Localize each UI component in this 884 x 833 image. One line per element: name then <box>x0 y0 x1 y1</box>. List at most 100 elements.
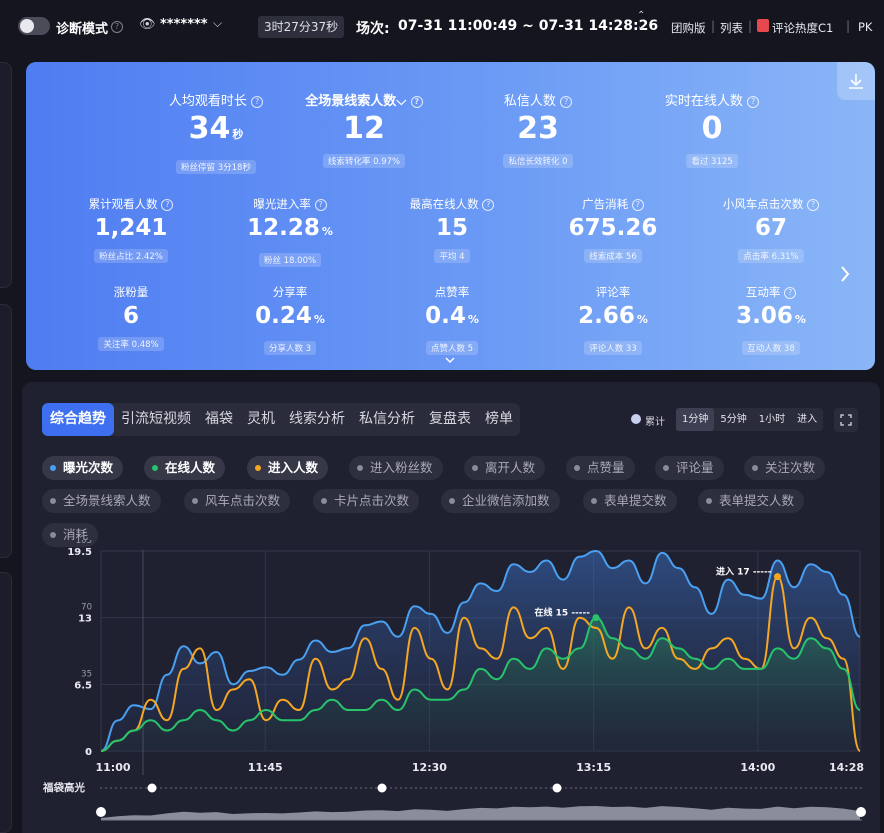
help-icon[interactable]: ? <box>747 95 760 108</box>
tab-lingji[interactable]: 灵机 <box>247 411 275 427</box>
chip-comments[interactable]: 评论量 <box>655 456 724 480</box>
metric-exposure-entry-rate[interactable]: 曝光进入率 ? 12.28% 粉丝 18.00% <box>215 196 365 267</box>
tab-overall-trend[interactable]: 综合趋势 <box>42 403 114 436</box>
entry-line <box>100 575 861 752</box>
metric-value: 675.26 <box>568 215 658 241</box>
cumulative-radio[interactable] <box>631 414 641 424</box>
chevron-right-icon[interactable] <box>838 264 852 284</box>
lucky-bag-marker[interactable] <box>377 783 387 793</box>
x-tick-label: 11:00 <box>95 761 130 774</box>
chip-card-clicks[interactable]: 卡片点击次数 <box>313 489 420 513</box>
metric-like-rate[interactable]: 点赞率 0.4% 点赞人数 5 <box>377 284 527 355</box>
comment-heat-link[interactable]: 评论热度C1 <box>772 21 834 35</box>
chip-entry[interactable]: 进入人数 <box>247 456 329 480</box>
help-icon[interactable]: ? <box>560 95 573 108</box>
tab-lead-analysis[interactable]: 线索分析 <box>289 411 345 427</box>
help-icon[interactable]: ? <box>161 198 174 211</box>
help-icon[interactable]: ? <box>111 21 123 33</box>
metric-total-viewers[interactable]: 累计观看人数 ? 1,241 粉丝占比 2.42% <box>56 196 206 263</box>
metric-peak-online[interactable]: 最高在线人数 ? 15 平均 4 <box>377 196 527 263</box>
metric-avg-watch-time[interactable]: 人均观看时长 ? 34 秒 粉丝停留 3分18秒 <box>116 90 316 174</box>
metric-share-rate[interactable]: 分享率 0.24% 分享人数 3 <box>215 284 365 355</box>
metric-interaction-rate[interactable]: 互动率 ? 3.06% 互动人数 38 <box>696 284 846 355</box>
metric-sub: 看过 3125 <box>686 154 738 168</box>
metric-private-messages[interactable]: 私信人数 ? 23 私信长效转化 0 <box>438 90 638 168</box>
metric-comment-rate[interactable]: 评论率 2.66% 评论人数 33 <box>538 284 688 355</box>
chip-cost[interactable]: 消耗 <box>42 523 99 547</box>
chip-label: 进入人数 <box>268 460 319 475</box>
metric-leads[interactable]: 全场景线索人数⌵ ? 12 线索转化率 0.97% <box>264 90 464 168</box>
pk-link[interactable]: PK <box>858 20 873 34</box>
chevron-down-icon[interactable]: ⌵ <box>213 16 223 30</box>
chip-label: 进入粉丝数 <box>370 460 433 475</box>
metric-value: 3.06 <box>736 303 793 329</box>
legend-dot <box>472 464 478 471</box>
list-link[interactable]: 列表 <box>720 21 743 35</box>
metric-sub: 线索成本 56 <box>584 249 642 263</box>
help-icon[interactable]: ? <box>631 198 644 211</box>
metric-sub: 互动人数 38 <box>742 341 800 355</box>
chip-all-leads[interactable]: 全场景线索人数 <box>42 489 161 513</box>
chip-label: 企业微信添加数 <box>462 493 550 508</box>
chip-fan-entry[interactable]: 进入粉丝数 <box>349 456 443 480</box>
chip-online[interactable]: 在线人数 <box>144 456 226 480</box>
online-area <box>101 617 860 751</box>
fullscreen-icon <box>840 414 852 426</box>
diagnosis-toggle[interactable] <box>18 17 50 35</box>
help-icon[interactable]: ? <box>251 95 264 108</box>
tab-review-table[interactable]: 复盘表 <box>429 411 471 427</box>
metric-value: 0 <box>701 111 723 146</box>
tab-ranking[interactable]: 榜单 <box>485 411 513 427</box>
chip-form-submits[interactable]: 表单提交数 <box>583 489 677 513</box>
help-icon[interactable]: ? <box>410 95 423 108</box>
cumulative-label: 累计 <box>645 417 665 428</box>
chevron-down-icon[interactable]: ⌵ <box>396 94 407 109</box>
brush-handle-left[interactable] <box>96 807 106 817</box>
tab-lucky-bag[interactable]: 福袋 <box>205 411 233 427</box>
chip-follows[interactable]: 关注次数 <box>744 456 826 480</box>
trend-chart[interactable]: 11:00 11:45 12:30 13:15 14:00 14:280357010506… <box>0 540 884 833</box>
help-icon[interactable]: ? <box>314 198 327 211</box>
download-button[interactable] <box>837 62 875 100</box>
interval-5min[interactable]: 5分钟 <box>720 414 747 425</box>
lucky-bag-marker[interactable] <box>552 783 562 793</box>
metric-sub: 粉丝占比 2.42% <box>94 249 168 263</box>
interval-1min[interactable]: 1分钟 <box>676 408 715 431</box>
chip-form-submitters[interactable]: 表单提交人数 <box>698 489 805 513</box>
help-icon[interactable]: ? <box>784 286 797 299</box>
brush-handle-right[interactable] <box>856 807 866 817</box>
metric-new-followers[interactable]: 涨粉量 6 关注率 0.48% <box>56 284 206 351</box>
chart-axes: 11:00 11:45 12:30 13:15 14:00 14:280357010506… <box>67 540 864 774</box>
eye-icon[interactable]: 👁 <box>139 17 156 32</box>
help-icon[interactable]: ? <box>807 198 820 211</box>
chip-leave[interactable]: 离开人数 <box>464 456 546 480</box>
chip-label: 表单提交人数 <box>719 493 795 508</box>
help-icon[interactable]: ? <box>482 198 495 211</box>
metric-ad-spend[interactable]: 广告消耗 ? 675.26 线索成本 56 <box>538 196 688 263</box>
chip-exposure[interactable]: 曝光次数 <box>42 456 124 480</box>
chip-wechat-adds[interactable]: 企业微信添加数 <box>441 489 560 513</box>
annotation-label: 在线 15 ----- <box>535 607 591 619</box>
interval-1hour[interactable]: 1小时 <box>758 414 786 425</box>
legend-dot <box>752 464 758 471</box>
chip-label: 关注次数 <box>765 460 816 475</box>
annotation-dot <box>592 614 600 622</box>
tab-short-video[interactable]: 引流短视频 <box>121 411 191 427</box>
expand-collapse-icon[interactable]: ⌃ ⌄ <box>637 10 646 32</box>
metric-value: 0.24 <box>255 303 312 329</box>
chip-windmill-clicks[interactable]: 风车点击次数 <box>184 489 291 513</box>
chevron-down-icon[interactable] <box>444 355 456 365</box>
lucky-bag-marker[interactable] <box>147 783 157 793</box>
metric-unit: % <box>467 313 479 326</box>
tab-message-analysis[interactable]: 私信分析 <box>359 411 415 427</box>
left-rail-panel <box>0 62 12 288</box>
metric-windmill-clicks[interactable]: 小风车点击次数 ? 67 点击率 6.31% <box>696 196 846 263</box>
chip-likes[interactable]: 点赞量 <box>566 456 635 480</box>
chip-label: 离开人数 <box>485 460 536 475</box>
metric-realtime-online[interactable]: 实时在线人数 ? 0 看过 3125 <box>612 90 812 168</box>
interval-enter[interactable]: 进入 <box>797 414 818 425</box>
y-left-tick-label: 35 <box>81 669 92 679</box>
fullscreen-button[interactable] <box>834 408 858 432</box>
group-buy-link[interactable]: 团购版 <box>671 21 706 35</box>
